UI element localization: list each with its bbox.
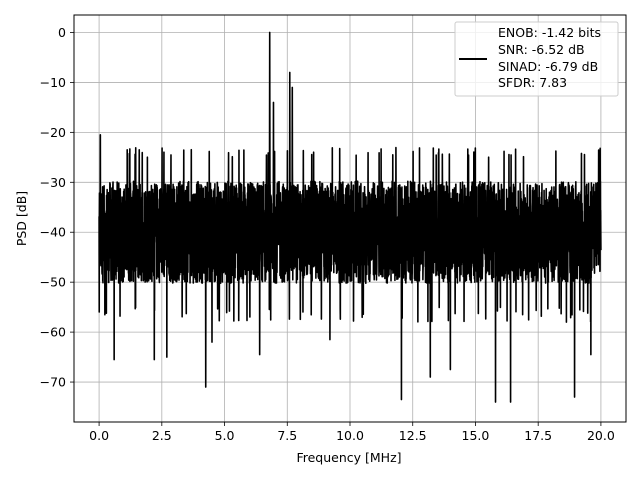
legend-sinad: SINAD: -6.79 dB xyxy=(498,59,598,74)
legend-box xyxy=(454,21,619,97)
x-axis-label: Frequency [MHz] xyxy=(296,450,401,465)
y-tick-label: −20 xyxy=(40,125,66,140)
y-tick-label: −50 xyxy=(40,275,66,290)
y-tick-label: −30 xyxy=(40,175,66,190)
x-tick-label: 10.0 xyxy=(336,428,364,443)
series-layer xyxy=(98,31,602,403)
ticks: 0.0 2.5 5.0 7.5 10.0 12.5 15.0 17.5 20.0 0 −10 −20 −… xyxy=(40,25,615,443)
x-tick-label: 2.5 xyxy=(152,428,172,443)
x-tick-label: 5.0 xyxy=(215,428,235,443)
y-tick-label: −40 xyxy=(40,225,66,240)
x-tick-label: 15.0 xyxy=(462,428,490,443)
x-tick-label: 17.5 xyxy=(524,428,552,443)
psd-series-line xyxy=(98,31,602,403)
legend-enob: ENOB: -1.42 bits xyxy=(498,25,601,40)
y-tick-label: −10 xyxy=(40,75,66,90)
legend-snr: SNR: -6.52 dB xyxy=(498,42,585,57)
y-axis-label: PSD [dB] xyxy=(14,191,29,246)
y-tick-label: −60 xyxy=(40,325,66,340)
x-tick-label: 20.0 xyxy=(587,428,615,443)
x-tick-label: 7.5 xyxy=(277,428,297,443)
y-tick-label: −70 xyxy=(40,375,66,390)
y-tick-label: 0 xyxy=(58,25,66,40)
legend: ENOB: -1.42 bits SNR: -6.52 dB SINAD: -6… xyxy=(454,21,619,97)
x-tick-label: 12.5 xyxy=(399,428,427,443)
x-tick-label: 0.0 xyxy=(89,428,109,443)
legend-sfdr: SFDR: 7.83 xyxy=(498,75,567,90)
